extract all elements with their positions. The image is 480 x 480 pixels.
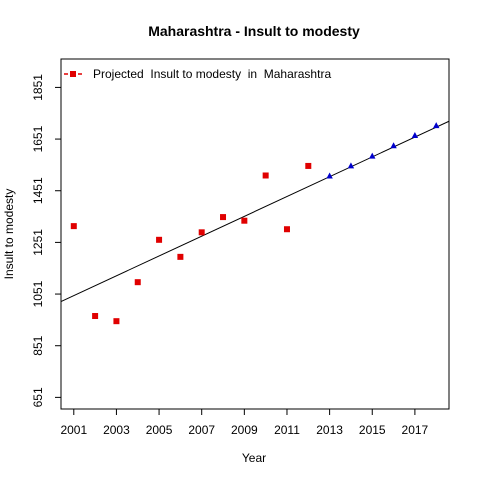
data-point-actual [220,214,227,221]
data-point-actual [198,229,205,236]
data-point-actual [305,162,312,169]
data-point-projected [433,122,440,129]
legend-marker [70,71,76,77]
x-tick-label: 2011 [274,423,300,437]
y-tick-label: 1651 [31,125,45,152]
legend-label: Projected Insult to modesty in Maharasht… [93,67,331,81]
x-tick-label: 2013 [316,423,343,437]
x-tick-label: 2003 [103,423,130,437]
data-point-actual [70,223,77,230]
x-tick-label: 2001 [60,423,87,437]
chart-title: Maharashtra - Insult to modesty [148,23,360,39]
data-point-actual [283,226,290,233]
x-tick-label: 2009 [231,423,258,437]
plot-area [60,58,450,410]
data-point-projected [369,152,376,159]
y-tick-label: 1451 [31,177,45,204]
x-axis: 2001 2003 2005 2007 2009 2011 2013 2015 2017 [60,409,429,437]
series-actual [70,162,312,325]
trend-line [60,120,450,302]
data-point-projected [347,162,355,169]
legend: Projected Insult to modesty in Maharasht… [64,67,331,81]
data-point-actual [134,279,141,286]
data-point-actual [262,172,269,179]
y-axis-label: Insult to modesty [2,189,16,280]
data-point-actual [156,236,163,243]
x-tick-label: 2017 [402,423,429,437]
x-axis-label: Year [242,451,266,465]
data-point-actual [241,217,248,224]
y-tick-label: 1851 [31,74,45,101]
data-point-projected [390,142,397,149]
y-tick-label: 1051 [31,280,45,307]
x-tick-label: 2007 [188,423,215,437]
data-point-projected [326,172,333,179]
y-tick-label: 651 [31,387,45,407]
data-point-actual [177,253,184,260]
y-tick-label: 851 [31,335,45,355]
y-tick-label: 1251 [31,229,45,256]
data-point-actual [92,313,99,320]
y-axis: 651 851 1051 1251 1451 1651 1851 [31,74,61,407]
data-point-actual [113,318,120,325]
x-tick-label: 2005 [146,423,173,437]
x-tick-label: 2015 [359,423,386,437]
data-point-projected [411,131,419,138]
series-projected [326,122,440,179]
